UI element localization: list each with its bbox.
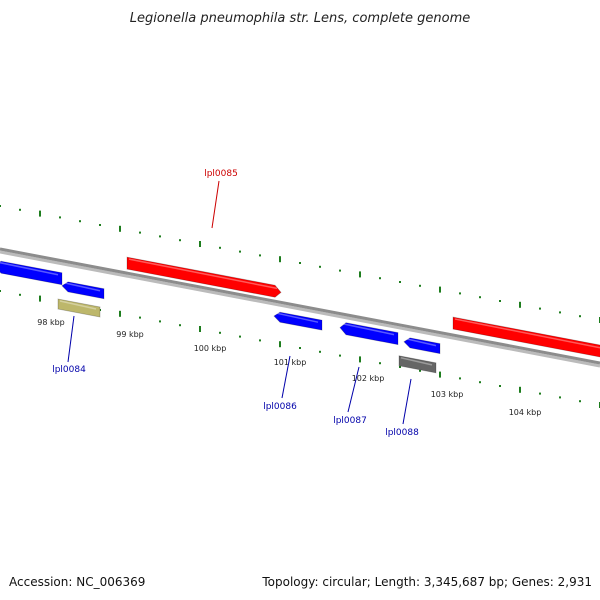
gene-label-lpl0084[interactable]: lpl0084: [52, 365, 86, 375]
accession-text: Accession: NC_006369: [9, 575, 145, 589]
map-title: Legionella pneumophila str. Lens, comple…: [130, 11, 471, 26]
gene-label-leader: [347, 366, 360, 413]
backbone-line: [0, 247, 600, 365]
gene-label-leader: [281, 355, 291, 399]
gene-highlight: [341, 322, 395, 336]
gene-features: [0, 256, 600, 374]
scale-tick-label: 101 kbp: [274, 358, 307, 367]
gene-highlight: [454, 318, 600, 349]
gene-feature[interactable]: [452, 316, 600, 358]
gene-highlight: [400, 357, 433, 366]
inner-tick-ring: [0, 290, 600, 408]
backbone: [0, 247, 600, 368]
gene-label-lpl0086[interactable]: lpl0086: [263, 402, 297, 412]
gene-label-lpl0085[interactable]: lpl0085: [204, 169, 238, 179]
scale-tick-label: 102 kbp: [352, 374, 385, 383]
gene-label-lpl0088[interactable]: lpl0088: [385, 428, 419, 438]
gene-label-lpl0087[interactable]: lpl0087: [333, 416, 367, 426]
gene-lpl0088[interactable]: [398, 355, 437, 374]
gene-feature[interactable]: [61, 281, 105, 300]
gene-highlight: [59, 300, 97, 310]
gene-lpl0085[interactable]: [126, 256, 282, 298]
scale-tick-label: 100 kbp: [194, 344, 227, 353]
gene-lpl0086[interactable]: [273, 311, 323, 331]
gene-highlight: [0, 261, 59, 276]
backbone-shadow: [0, 250, 600, 368]
scale-tick-label: 98 kbp: [37, 318, 65, 327]
gene-highlight: [128, 258, 278, 290]
scale-tick-label: 103 kbp: [431, 390, 464, 399]
scale-tick-label: 104 kbp: [509, 408, 542, 417]
gene-highlight: [63, 282, 101, 292]
gene-feature[interactable]: [0, 260, 63, 286]
gene-highlight: [405, 338, 437, 347]
genome-summary-text: Topology: circular; Length: 3,345,687 bp…: [261, 575, 592, 589]
gene-feature[interactable]: [403, 337, 441, 355]
scale-tick-label: 99 kbp: [116, 330, 144, 339]
gene-lpl0084[interactable]: [57, 298, 101, 318]
gene-label-leader: [402, 378, 412, 425]
gene-labels: lpl0084 lpl0085 lpl0086 lpl0087 lpl0088: [52, 169, 419, 438]
gene-lpl0087[interactable]: [339, 322, 399, 346]
outer-tick-ring: [0, 205, 600, 323]
scale-tick-labels: 98 kbp 99 kbp 100 kbp 101 kbp 102 kbp 103 kbp…: [37, 318, 541, 417]
gene-highlight: [275, 312, 319, 323]
gene-label-leader: [211, 180, 220, 229]
gene-label-leader: [67, 315, 75, 363]
